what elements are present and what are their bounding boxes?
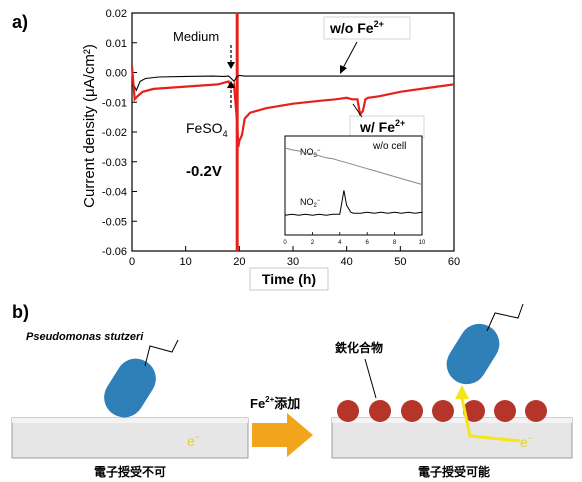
bacterium-left bbox=[104, 339, 179, 418]
x-tick-label: 50 bbox=[394, 256, 406, 268]
w-fe-label: w/ Fe2+ bbox=[359, 118, 405, 135]
y-tick-label: 0.02 bbox=[106, 8, 127, 20]
x-tick-label: 30 bbox=[287, 256, 299, 268]
y-tick-label: -0.01 bbox=[102, 97, 127, 109]
inset-x-tick-label: 10 bbox=[419, 240, 426, 246]
y-tick-label: -0.06 bbox=[102, 246, 127, 258]
medium-arrowhead bbox=[227, 62, 235, 69]
x-tick-label: 0 bbox=[129, 256, 135, 268]
wo-fe-label-box bbox=[323, 16, 411, 40]
inset-x-tick-label: 8 bbox=[393, 240, 397, 246]
y-tick-label: 0.00 bbox=[106, 68, 127, 80]
iron-compound-pointer bbox=[364, 358, 377, 399]
inset-x-ticks: 0 2 4 6 8 10 bbox=[283, 232, 426, 246]
inset-series bbox=[284, 147, 423, 216]
inset-series-line-no3 bbox=[284, 147, 423, 185]
y-tick-label: -0.05 bbox=[102, 216, 127, 228]
panel-a-label: a) bbox=[12, 12, 28, 32]
inset-x-tick-label: 0 bbox=[283, 240, 287, 246]
x-tick-label: 60 bbox=[448, 256, 460, 268]
y-ticks: -0.06 -0.05 -0.04 -0.03 -0.02 -0.01 0.00 0.01 0.… bbox=[102, 8, 137, 258]
y-tick-label: -0.02 bbox=[102, 127, 127, 139]
medium-label: Medium bbox=[173, 29, 219, 44]
inset-frame bbox=[284, 135, 423, 236]
electron-path-head bbox=[455, 385, 469, 399]
electron-left: e− bbox=[187, 432, 200, 449]
y-tick-label: -0.03 bbox=[102, 157, 127, 169]
potential-label: -0.2V bbox=[186, 163, 222, 180]
feso4-label: FeSO4 bbox=[186, 120, 228, 139]
electrode-right bbox=[331, 417, 573, 459]
feso4-arrowhead bbox=[227, 81, 235, 88]
y-axis-label: Current density (μA/cm²) bbox=[81, 44, 98, 208]
inset-x-tick-label: 2 bbox=[311, 240, 315, 246]
inset-x-tick-label: 6 bbox=[366, 240, 370, 246]
electrode-left bbox=[11, 417, 249, 459]
inset-title: w/o cell bbox=[372, 141, 406, 152]
y-tick-label: 0.01 bbox=[106, 38, 127, 50]
series-line-w-fe bbox=[130, 66, 455, 148]
panel-b-label: b) bbox=[12, 302, 29, 322]
w-fe-pointer bbox=[352, 103, 363, 118]
bacterium-right bbox=[446, 303, 524, 385]
x-tick-label: 20 bbox=[233, 256, 245, 268]
wo-fe-pointer bbox=[342, 41, 358, 69]
x-tick-label: 40 bbox=[341, 256, 353, 268]
inset-x-tick-label: 4 bbox=[338, 240, 342, 246]
main-series bbox=[130, 66, 455, 148]
addition-label: Fe2+添加 bbox=[250, 395, 300, 411]
wo-fe-pointer-head bbox=[340, 65, 347, 74]
y-tick-label: -0.04 bbox=[102, 187, 127, 199]
x-tick-label: 10 bbox=[180, 256, 192, 268]
wo-fe-label: w/o Fe2+ bbox=[329, 19, 384, 36]
caption-right: 電子授受可能 bbox=[418, 464, 490, 479]
inset-no2-label: NO2− bbox=[300, 197, 321, 209]
x-axis-label: Time (h) bbox=[262, 271, 316, 287]
electrode-right-top bbox=[332, 418, 572, 423]
caption-left: 電子授受不可 bbox=[94, 464, 166, 479]
iron-compound-label: 鉄化合物 bbox=[335, 340, 383, 355]
addition-arrow bbox=[252, 413, 313, 457]
series-line-wo-fe bbox=[131, 72, 454, 92]
electrode-left-top bbox=[12, 418, 248, 423]
electron-right: e− bbox=[520, 433, 533, 450]
electron-path bbox=[460, 397, 521, 443]
x-ticks: 0 10 20 30 40 50 60 bbox=[129, 246, 460, 268]
bacterium-name: Pseudomonas stutzeri bbox=[26, 331, 144, 343]
x-axis-label-box bbox=[249, 267, 329, 291]
inset-no3-label: NO3− bbox=[300, 147, 321, 159]
inset-series-line-no2 bbox=[284, 190, 423, 216]
iron-particles bbox=[337, 400, 547, 422]
